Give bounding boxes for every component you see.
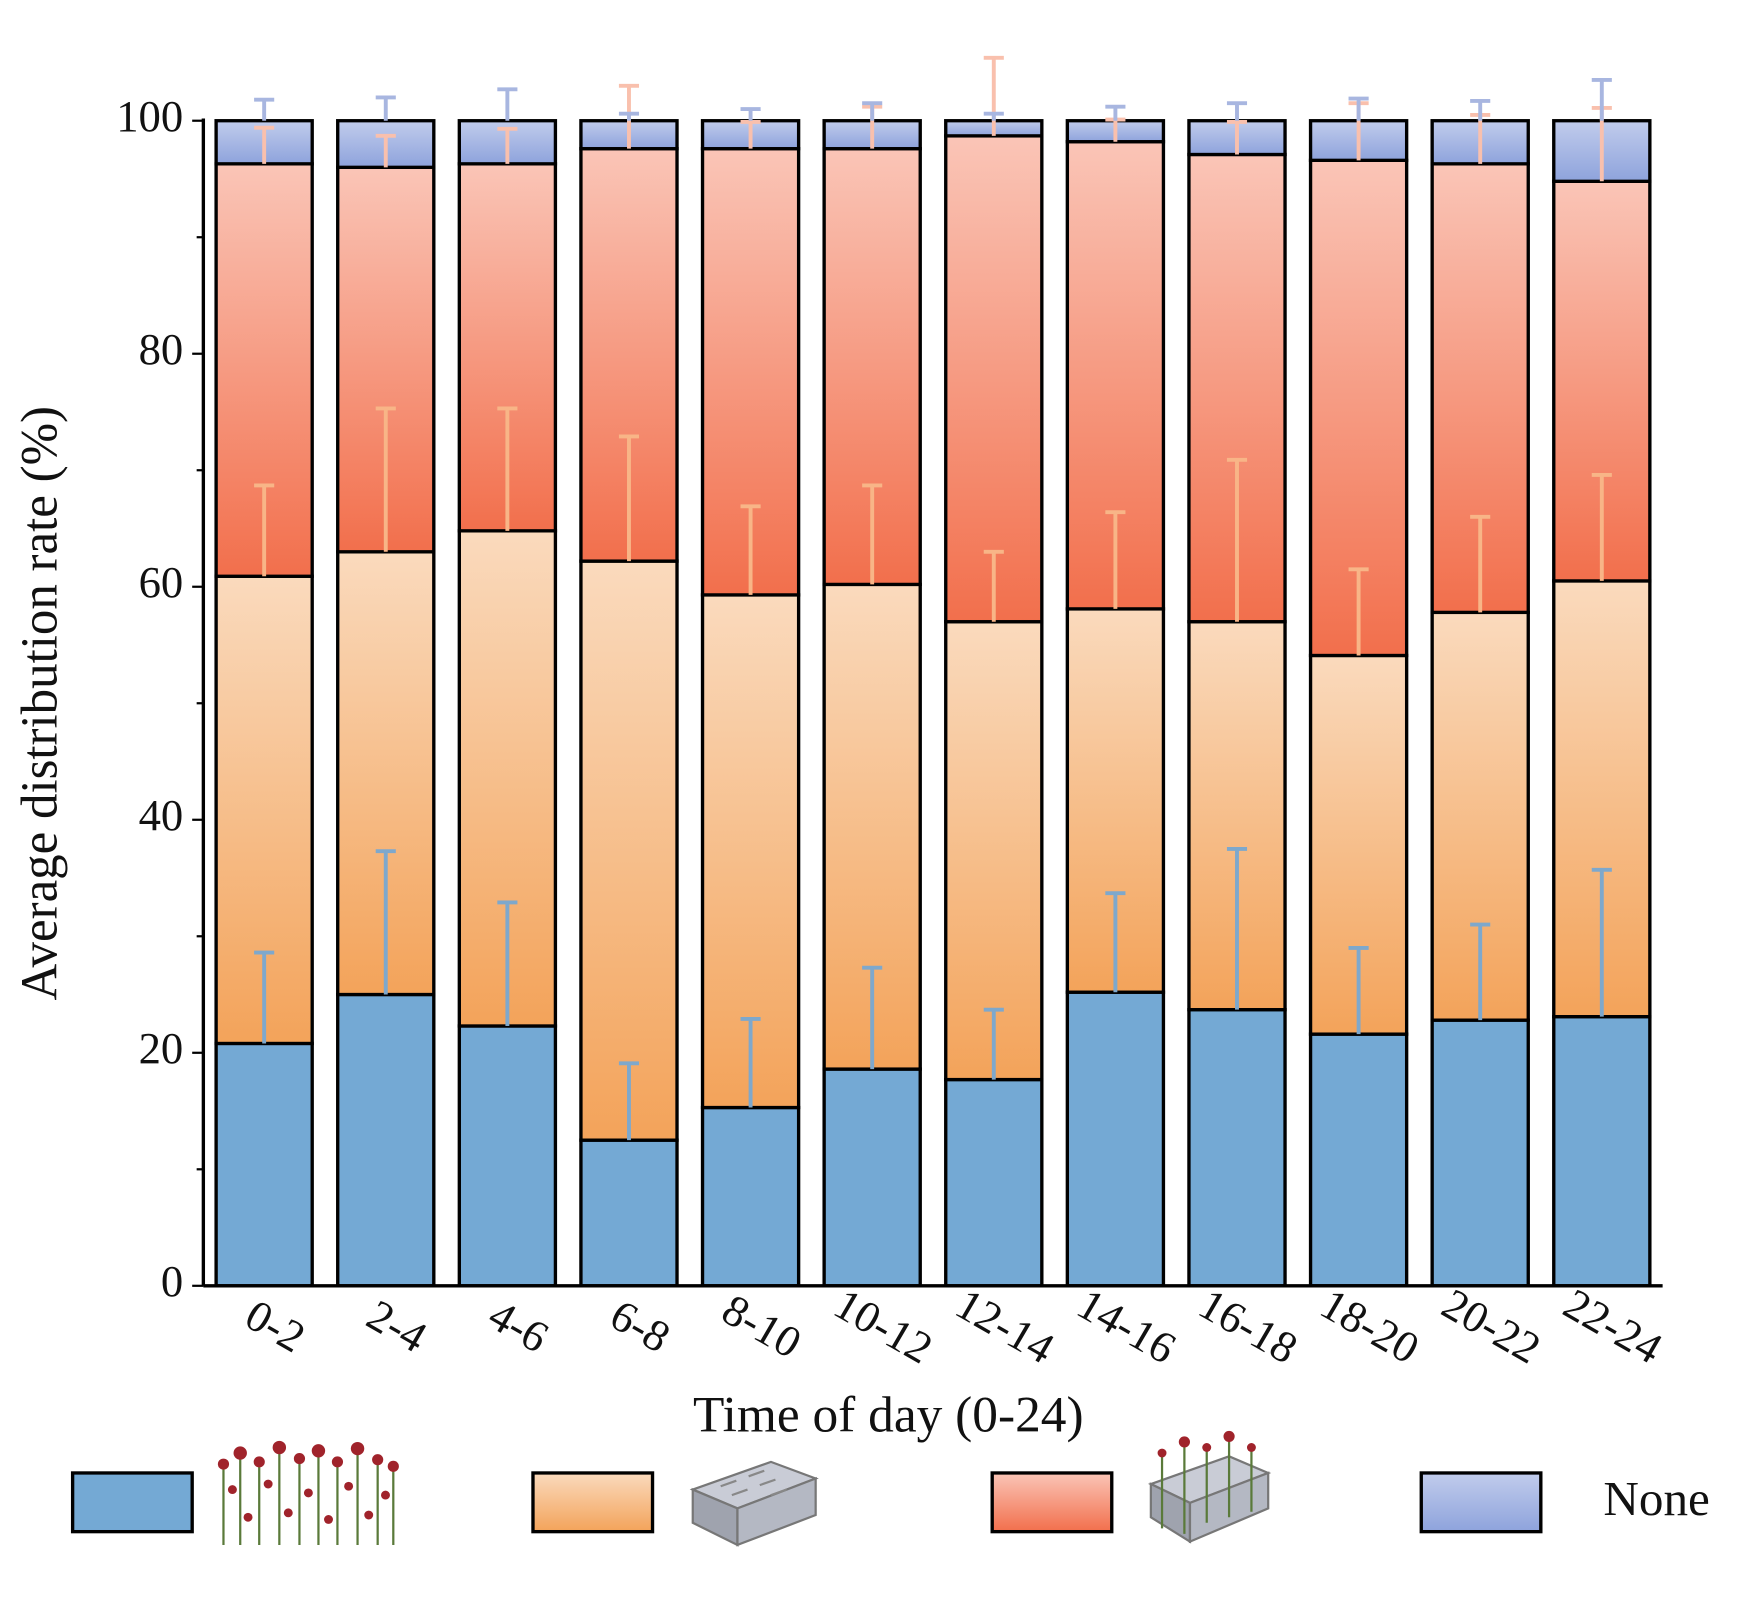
error-bar: [1470, 514, 1491, 613]
bar-segment: [1065, 990, 1166, 1288]
legend-swatch: [1419, 1471, 1543, 1534]
legend-label: None: [1603, 1471, 1709, 1526]
bar-segment: [214, 1041, 314, 1288]
y-tick-label: 60: [139, 557, 184, 607]
error-bar: [1591, 472, 1612, 581]
y-axis-title: Average distribution rate (%): [11, 406, 68, 1000]
x-tick-label: 4-6: [480, 1290, 557, 1363]
error-bar: [1591, 78, 1612, 121]
error-bar: [740, 1017, 761, 1108]
bar-segment: [457, 1024, 558, 1288]
error-bar: [254, 97, 275, 121]
y-tick-label: 80: [139, 324, 184, 374]
error-bar: [1591, 867, 1612, 1017]
bar-segment: [1308, 1032, 1409, 1288]
legend-icon-plants: [217, 1440, 399, 1545]
error-bar: [375, 849, 396, 995]
bars: [214, 119, 1652, 1288]
legend-swatch: [990, 1471, 1114, 1534]
error-bar: [1348, 96, 1369, 121]
error-bars: [254, 55, 1612, 1141]
error-bar: [1105, 891, 1126, 993]
error-bar: [740, 107, 761, 121]
legend-icon-blocks: [689, 1460, 819, 1547]
y-tick-label: 20: [139, 1023, 184, 1073]
error-bar: [983, 111, 1004, 121]
error-bar: [497, 900, 518, 1026]
bar-segment: [579, 1138, 679, 1288]
bar-segment: [336, 992, 436, 1288]
x-tick-label: 10-12: [826, 1279, 941, 1374]
y-tick-label: 100: [116, 91, 183, 141]
bar-segment: [944, 620, 1044, 1082]
legend-swatch: [531, 1471, 655, 1534]
error-bar: [497, 126, 518, 164]
error-bar: [375, 406, 396, 552]
bar-segment: [944, 134, 1044, 624]
bar-segment: [1552, 1015, 1652, 1288]
x-tick-label: 22-24: [1555, 1279, 1670, 1374]
error-bar: [862, 965, 883, 1070]
x-tick-label: 8-10: [714, 1284, 810, 1368]
error-bar: [1105, 104, 1126, 121]
bar-segment: [822, 1067, 922, 1288]
error-bar: [254, 950, 275, 1044]
error-bar: [1226, 119, 1248, 155]
error-bar: [254, 125, 275, 164]
y-tick-label: 40: [139, 790, 184, 840]
error-bar: [618, 1061, 640, 1141]
legend-swatch: [70, 1471, 194, 1534]
error-bar: [254, 483, 275, 577]
bar-segment: [944, 1077, 1044, 1288]
error-bar: [740, 119, 761, 149]
x-tick-label: 18-20: [1312, 1279, 1427, 1374]
x-tick-label: 0-2: [237, 1290, 314, 1363]
error-bar: [1470, 922, 1491, 1021]
legend-icon-blocks-plants: [1147, 1430, 1272, 1544]
error-bar: [1226, 457, 1248, 622]
error-bar: [983, 55, 1004, 136]
error-bar: [497, 406, 518, 531]
bar-segment: [1187, 1008, 1287, 1288]
error-bar: [862, 483, 883, 585]
x-axis-title: Time of day (0-24): [693, 1387, 1084, 1444]
error-bar: [1348, 567, 1369, 656]
error-bar: [1226, 101, 1248, 121]
x-tick-label: 16-18: [1191, 1279, 1306, 1374]
error-bar: [1226, 846, 1248, 1010]
x-tick-label: 6-8: [602, 1290, 679, 1363]
error-bar: [375, 95, 396, 121]
y-tick-label: 0: [161, 1256, 183, 1306]
error-bar: [740, 504, 761, 595]
bar-segment: [579, 559, 679, 1142]
error-bar: [983, 549, 1004, 622]
error-bar: [1348, 945, 1369, 1035]
x-tick-label: 12-14: [947, 1279, 1062, 1374]
bar-segment: [1430, 1018, 1530, 1288]
x-tick-label: 20-22: [1434, 1279, 1549, 1374]
error-bar: [983, 1007, 1004, 1080]
bar-segment: [700, 1105, 801, 1288]
x-tick-label: 2-4: [359, 1290, 436, 1363]
error-bar: [1470, 98, 1491, 121]
error-bar: [618, 434, 640, 562]
error-bar: [497, 87, 518, 121]
error-bar: [375, 133, 396, 168]
error-bar: [618, 111, 640, 121]
error-bar: [1105, 510, 1126, 609]
error-bar: [862, 101, 883, 121]
x-tick-label: 14-16: [1069, 1279, 1184, 1374]
